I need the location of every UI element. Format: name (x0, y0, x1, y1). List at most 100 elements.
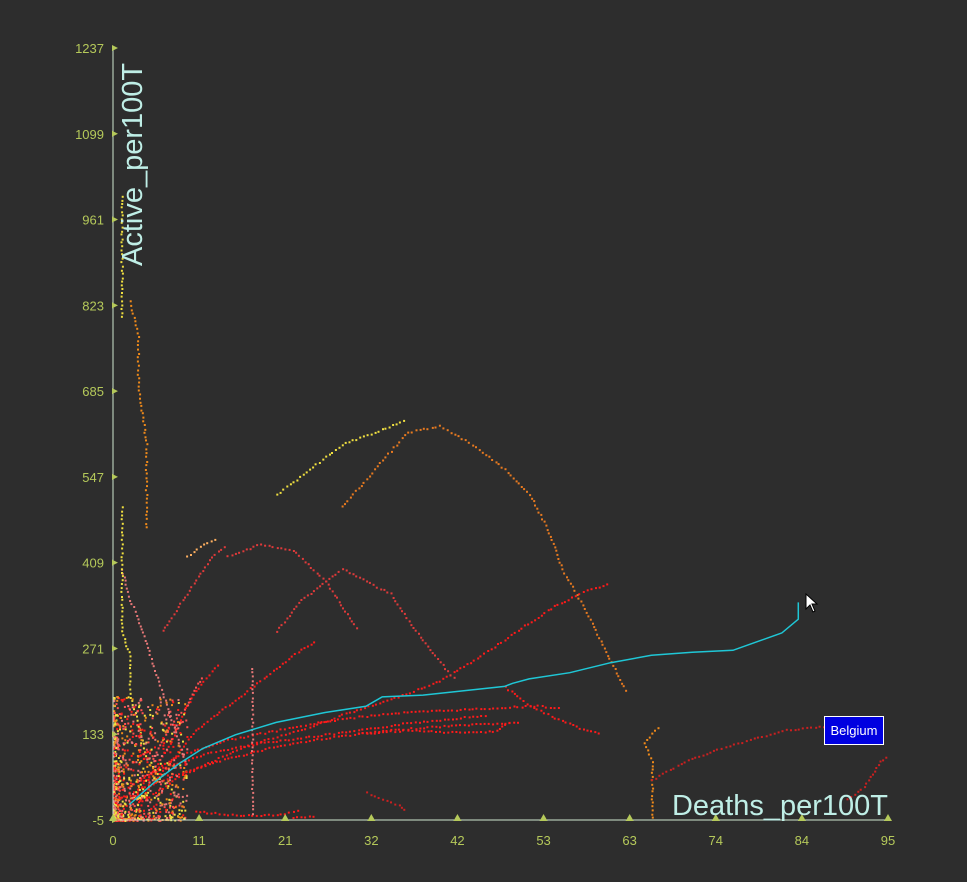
data-point (334, 449, 337, 451)
data-point (279, 728, 282, 731)
data-point (239, 736, 242, 739)
data-point (303, 596, 306, 599)
data-point (508, 722, 511, 725)
data-point (328, 732, 331, 735)
data-point (590, 588, 593, 591)
data-point (471, 708, 474, 711)
data-point (181, 816, 183, 819)
data-point (374, 468, 377, 471)
data-point (310, 593, 313, 595)
data-point (464, 439, 467, 442)
data-point (131, 797, 134, 799)
data-point (120, 716, 122, 719)
data-point (160, 755, 163, 757)
data-point (121, 610, 124, 613)
data-point (401, 610, 403, 613)
data-point (195, 729, 198, 732)
data-point (617, 675, 620, 678)
data-point (585, 611, 588, 614)
data-point (207, 762, 210, 765)
data-point (120, 619, 123, 622)
data-point (216, 742, 218, 745)
data-point (292, 738, 295, 741)
data-point (232, 750, 234, 753)
data-point (113, 736, 116, 739)
data-point (504, 468, 507, 471)
data-point (146, 765, 149, 768)
data-point (456, 669, 459, 672)
data-point (439, 730, 441, 733)
data-point (171, 798, 174, 801)
data-point (151, 727, 154, 729)
data-point (142, 753, 145, 756)
data-point (147, 812, 150, 815)
data-point (316, 723, 319, 726)
data-point (781, 730, 784, 733)
data-point (218, 711, 221, 714)
data-point (134, 610, 137, 613)
data-point (384, 456, 387, 459)
data-point (146, 506, 149, 509)
data-point (176, 795, 178, 798)
data-point (519, 697, 522, 700)
data-point (146, 799, 149, 802)
data-point (121, 226, 124, 229)
data-point (159, 804, 162, 807)
data-point (222, 740, 225, 743)
data-point (316, 587, 319, 590)
data-point (267, 738, 270, 741)
data-point (161, 803, 164, 806)
data-point (390, 728, 393, 731)
data-point (165, 785, 168, 788)
data-point (122, 756, 124, 759)
data-point (446, 429, 449, 432)
data-point (567, 599, 570, 602)
data-point (121, 253, 124, 256)
data-point (206, 720, 209, 723)
data-point (151, 714, 154, 717)
data-point (507, 637, 510, 640)
data-point (245, 548, 248, 551)
data-point (155, 751, 158, 754)
data-point (292, 726, 295, 729)
data-point (404, 434, 407, 437)
data-point (414, 710, 417, 713)
data-point (402, 722, 404, 725)
data-point (129, 680, 132, 683)
data-point (208, 745, 211, 748)
x-tick-mark (453, 814, 462, 821)
data-point (162, 744, 165, 747)
data-point (156, 712, 159, 715)
data-point (120, 308, 123, 310)
data-point (362, 435, 365, 438)
data-point (134, 320, 137, 323)
data-point (186, 555, 189, 558)
data-point (418, 632, 420, 635)
data-point (561, 602, 564, 605)
data-point (231, 738, 234, 740)
data-point (181, 715, 184, 718)
data-point (312, 569, 315, 572)
data-point (471, 723, 474, 726)
data-point (154, 765, 157, 768)
data-point (182, 774, 184, 776)
data-point (128, 651, 131, 654)
data-point (185, 777, 188, 779)
data-point (540, 513, 543, 516)
data-point (252, 808, 255, 811)
data-point (184, 816, 187, 819)
data-point (159, 815, 161, 818)
data-point (518, 629, 521, 632)
data-point (210, 540, 213, 543)
data-point (159, 696, 161, 699)
data-point (178, 776, 181, 779)
data-point (523, 624, 526, 627)
data-point (136, 360, 139, 363)
data-point (120, 590, 123, 593)
data-point (199, 680, 202, 683)
data-point (121, 527, 124, 530)
data-point (586, 729, 589, 732)
data-point (472, 731, 475, 734)
data-point (331, 575, 334, 578)
data-point (116, 728, 119, 731)
